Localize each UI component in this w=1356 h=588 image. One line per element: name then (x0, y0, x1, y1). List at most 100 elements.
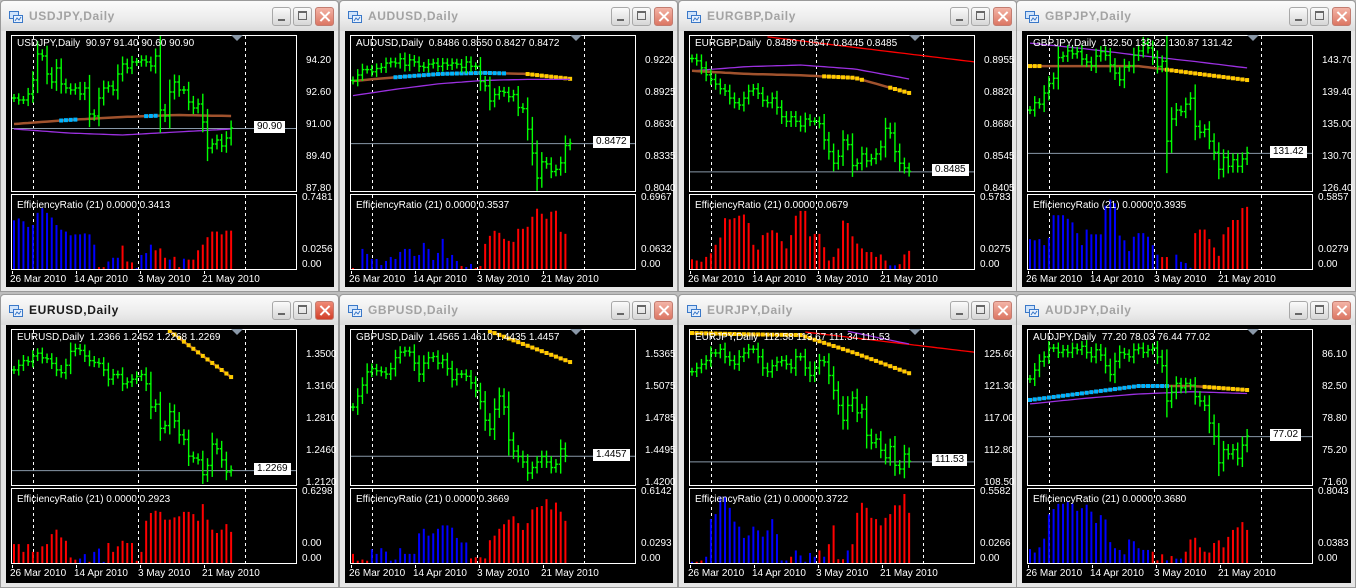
er-histogram-bar (488, 235, 491, 269)
maximize-button[interactable] (1310, 7, 1329, 26)
shift-marker-icon[interactable] (570, 329, 582, 335)
minimize-button[interactable] (1289, 301, 1308, 320)
shift-marker-icon[interactable] (231, 35, 243, 41)
maximize-button[interactable] (1310, 301, 1329, 320)
indicator-pane[interactable]: EfficiencyRatio (21) 0.0000 0.3537 (350, 194, 636, 270)
chart-area[interactable]: EURJPY,Daily 112.58 113.67 111.34 111.53… (684, 325, 1015, 583)
indicator-pane[interactable]: EfficiencyRatio (21) 0.0000 0.3413 (11, 194, 297, 270)
ohlc-bar (26, 356, 31, 366)
chart-area[interactable]: USDJPY,Daily 90.97 91.40 90.60 90.90 94.2… (6, 31, 334, 287)
close-button[interactable] (993, 301, 1012, 320)
ohlc-bar (487, 413, 492, 437)
ohlc-bar (1146, 344, 1150, 358)
shift-marker-icon[interactable] (231, 329, 243, 335)
shift-marker-icon[interactable] (1247, 35, 1259, 41)
ohlc-bar (765, 362, 770, 378)
er-histogram-bar (83, 233, 86, 269)
signal-dot (859, 353, 864, 358)
er-histogram-bar (441, 525, 444, 563)
minimize-button[interactable] (611, 301, 630, 320)
chart-window[interactable]: EURGBP,Daily EURGBP,Daily 0.8489 0.8547 0… (678, 0, 1017, 292)
er-histogram-bar (1222, 547, 1225, 563)
close-button[interactable] (993, 7, 1012, 26)
current-price-label: 131.42 (1270, 145, 1307, 158)
price-pane[interactable]: GBPJPY,Daily 132.50 133.22 130.87 131.42 (1027, 35, 1313, 192)
chart-area[interactable]: AUDUSD,Daily 0.8486 0.8550 0.8427 0.8472… (345, 31, 676, 287)
close-button[interactable] (654, 7, 673, 26)
indicator-pane[interactable]: EfficiencyRatio (21) 0.0000 0.3669 (350, 488, 636, 564)
maximize-button[interactable] (971, 7, 990, 26)
ohlc-bar (1084, 54, 1089, 68)
er-histogram-bar (436, 528, 439, 563)
title-bar[interactable]: AUDJPY,Daily (1017, 295, 1355, 325)
close-button[interactable] (1332, 301, 1351, 320)
minimize-button[interactable] (611, 7, 630, 26)
maximize-button[interactable] (632, 7, 651, 26)
title-bar[interactable]: AUDUSD,Daily (340, 1, 677, 31)
minimize-button[interactable] (950, 301, 969, 320)
chart-window[interactable]: EURJPY,Daily EURJPY,Daily 112.58 113.67 1… (678, 294, 1017, 588)
shift-marker-icon[interactable] (909, 329, 921, 335)
chart-window[interactable]: AUDUSD,Daily AUDUSD,Daily 0.8486 0.8550 0… (339, 0, 678, 292)
price-pane[interactable]: EURUSD,Daily 1.2366 1.2452 1.2268 1.2269 (11, 329, 297, 486)
er-histogram-bar (531, 216, 534, 269)
chart-window[interactable]: GBPUSD,Daily GBPUSD,Daily 1.4565 1.4610 1… (339, 294, 678, 588)
price-pane[interactable]: AUDJPY,Daily 77.20 78.03 76.44 77.02 (1027, 329, 1313, 486)
minimize-button[interactable] (272, 7, 291, 26)
chart-window[interactable]: AUDJPY,Daily AUDJPY,Daily 77.20 78.03 76.… (1016, 294, 1356, 588)
ohlc-bar (374, 63, 379, 77)
title-bar[interactable]: EURUSD,Daily (1, 295, 338, 325)
maximize-button[interactable] (971, 301, 990, 320)
price-pane[interactable]: GBPUSD,Daily 1.4565 1.4610 1.4435 1.4457 (350, 329, 636, 486)
ohlc-bar (1150, 40, 1155, 65)
title-bar[interactable]: EURGBP,Daily (679, 1, 1016, 31)
close-button[interactable] (315, 7, 334, 26)
price-pane[interactable]: AUDUSD,Daily 0.8486 0.8550 0.8427 0.8472 (350, 35, 636, 192)
ohlc-bar (704, 61, 709, 82)
close-button[interactable] (654, 301, 673, 320)
er-histogram-bar (126, 261, 129, 269)
chart-area[interactable]: EURUSD,Daily 1.2366 1.2452 1.2268 1.2269… (6, 325, 337, 583)
indicator-pane[interactable]: EfficiencyRatio (21) 0.0000 0.2923 (11, 488, 297, 564)
shift-marker-icon[interactable] (570, 35, 582, 41)
title-bar[interactable]: USDJPY,Daily (1, 1, 338, 31)
er-histogram-bar (102, 267, 105, 269)
maximize-button[interactable] (293, 7, 312, 26)
indicator-pane[interactable]: EfficiencyRatio (21) 0.0000 0.3722 (689, 488, 975, 564)
minimize-button[interactable] (272, 301, 291, 320)
price-pane[interactable]: EURJPY,Daily 112.58 113.67 111.34 111.53 (689, 329, 975, 486)
chart-area[interactable]: GBPUSD,Daily 1.4565 1.4610 1.4435 1.4457… (345, 325, 676, 583)
er-histogram-bar (903, 254, 906, 269)
maximize-button[interactable] (632, 301, 651, 320)
shift-marker-icon[interactable] (909, 35, 921, 41)
title-bar[interactable]: GBPUSD,Daily (340, 295, 677, 325)
ohlc-bar (544, 157, 549, 169)
price-pane[interactable]: EURGBP,Daily 0.8489 0.8547 0.8445 0.8485 (689, 35, 975, 192)
close-button[interactable] (315, 301, 334, 320)
minimize-button[interactable] (1289, 7, 1308, 26)
chart-window[interactable]: USDJPY,Daily USDJPY,Daily 90.97 91.40 90.… (0, 0, 339, 292)
indicator-pane[interactable]: EfficiencyRatio (21) 0.0000 0.3935 (1027, 194, 1313, 270)
indicator-pane[interactable]: EfficiencyRatio (21) 0.0000 0.3680 (1027, 488, 1313, 564)
minimize-button[interactable] (950, 7, 969, 26)
ohlc-bar (817, 353, 822, 375)
maximize-button[interactable] (293, 301, 312, 320)
indicator-pane[interactable]: EfficiencyRatio (21) 0.0000 0.0679 (689, 194, 975, 270)
er-histogram-bar (201, 244, 204, 269)
er-histogram-bar (479, 557, 482, 563)
ohlc-bar (1221, 149, 1226, 178)
shift-marker-icon[interactable] (1247, 329, 1259, 335)
chart-window[interactable]: GBPJPY,Daily GBPJPY,Daily 132.50 133.22 1… (1016, 0, 1356, 292)
price-pane[interactable]: USDJPY,Daily 90.97 91.40 90.60 90.90 (11, 35, 297, 192)
er-histogram-bar (1085, 504, 1088, 563)
signal-dot (704, 331, 709, 336)
signal-dot (492, 331, 497, 336)
close-button[interactable] (1332, 7, 1351, 26)
indicator-zero-label: 0.00 (1318, 259, 1338, 270)
chart-window[interactable]: EURUSD,Daily EURUSD,Daily 1.2366 1.2452 1… (0, 294, 339, 588)
title-bar[interactable]: EURJPY,Daily (679, 295, 1016, 325)
chart-area[interactable]: EURGBP,Daily 0.8489 0.8547 0.8445 0.8485… (684, 31, 1015, 287)
chart-area[interactable]: GBPJPY,Daily 132.50 133.22 130.87 131.42… (1022, 31, 1353, 287)
chart-area[interactable]: AUDJPY,Daily 77.20 78.03 76.44 77.02 86.1… (1022, 325, 1351, 583)
title-bar[interactable]: GBPJPY,Daily (1017, 1, 1355, 31)
